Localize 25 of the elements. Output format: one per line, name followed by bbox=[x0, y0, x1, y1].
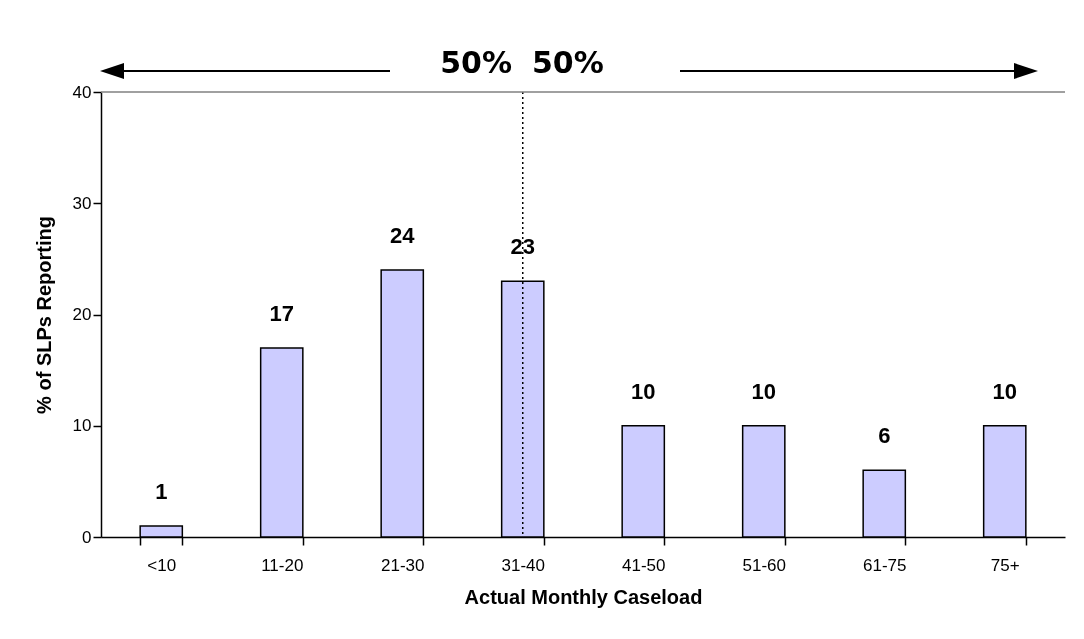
y-tick-label: 0 bbox=[82, 527, 92, 547]
data-label: 17 bbox=[269, 300, 294, 326]
y-axis-title: % of SLPs Reporting bbox=[32, 216, 55, 414]
x-tick-label: 11-20 bbox=[261, 555, 304, 575]
x-tick-label: 31-40 bbox=[501, 555, 545, 575]
y-tick-label: 20 bbox=[72, 305, 92, 324]
x-tick-label: <10 bbox=[147, 555, 177, 575]
data-label: 10 bbox=[751, 378, 776, 404]
x-tick-label: 61-75 bbox=[863, 555, 907, 575]
text: 50% bbox=[440, 45, 512, 80]
data-label: 24 bbox=[390, 223, 416, 248]
data-label: 10 bbox=[992, 378, 1017, 404]
data-label: 6 bbox=[878, 423, 891, 449]
y-tick-label: 30 bbox=[72, 193, 92, 213]
y-tick-label: 40 bbox=[72, 82, 92, 102]
data-label: 23 bbox=[510, 234, 535, 260]
x-tick-label: 21-30 bbox=[381, 555, 425, 575]
x-tick-label: 41-50 bbox=[622, 555, 666, 575]
text: 50% bbox=[532, 45, 604, 80]
data-label: 10 bbox=[631, 378, 656, 404]
x-tick-label: 75+ bbox=[990, 555, 1020, 575]
data-label: 1 bbox=[155, 478, 168, 504]
y-tick-label: 10 bbox=[72, 416, 92, 436]
x-tick-label: 51-60 bbox=[742, 555, 786, 575]
x-axis-title: Actual Monthly Caseload bbox=[464, 585, 703, 608]
